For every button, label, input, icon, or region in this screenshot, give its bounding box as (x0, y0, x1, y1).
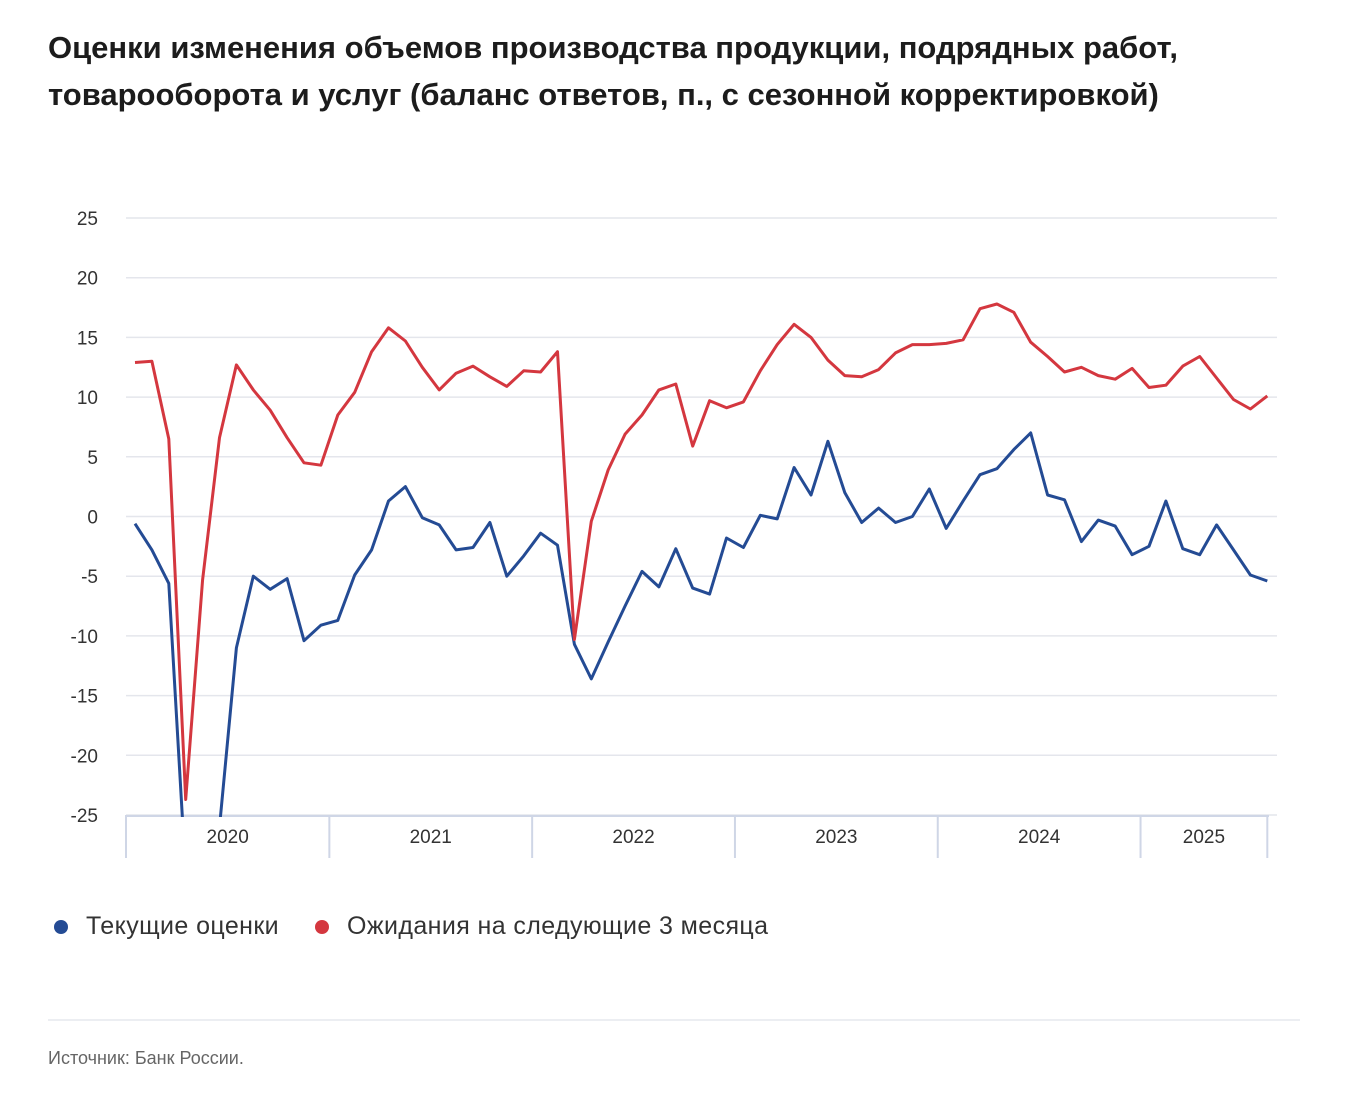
divider (48, 1019, 1300, 1021)
series-line-expectations (134, 302, 1269, 801)
y-tick-label: -25 (71, 806, 98, 827)
source-note: Источник: Банк России. (48, 1048, 244, 1068)
x-tick-label: 2022 (612, 827, 654, 848)
y-tick-label: -20 (71, 746, 98, 767)
chart-title: Оценки изменения объемов производства пр… (48, 30, 1178, 112)
y-tick-label: 15 (77, 328, 98, 349)
y-tick-label: 20 (77, 269, 98, 290)
x-tick-label: 2024 (1018, 827, 1061, 848)
y-tick-label: -5 (81, 567, 98, 588)
y-tick-label: 5 (87, 448, 98, 469)
line-chart: 25 20 15 10 5 0 -5 -10 -15 -20 -25 2020 2021 2022 202… (71, 209, 1277, 858)
y-tick-label: 10 (77, 388, 98, 409)
legend: Текущие оценки Ожидания на следующие 3 м… (54, 912, 768, 941)
legend-dot-blue-icon (54, 919, 68, 934)
y-tick-label: -10 (71, 627, 98, 648)
y-tick-label: -15 (71, 687, 98, 708)
legend-dot-red-icon (315, 919, 330, 934)
x-tick-label: 2020 (207, 827, 249, 848)
legend-label: Ожидания на следующие 3 месяца (347, 912, 769, 940)
y-tick-label: 25 (77, 209, 98, 230)
legend-item-current[interactable]: Текущие оценки (54, 912, 279, 941)
legend-item-expectations[interactable]: Ожидания на следующие 3 месяца (315, 912, 768, 941)
x-tick-label: 2025 (1183, 827, 1225, 848)
x-tick-label: 2021 (410, 827, 452, 848)
x-tick-label: 2023 (815, 827, 857, 848)
series-line-current (133, 431, 1268, 817)
legend-label: Текущие оценки (86, 912, 280, 940)
y-tick-label: 0 (87, 508, 98, 529)
